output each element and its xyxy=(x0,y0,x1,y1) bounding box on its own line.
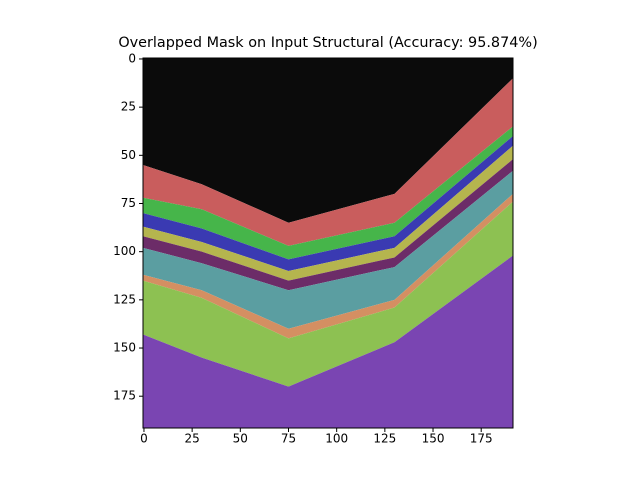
overlay-image xyxy=(143,58,513,428)
mask-layer xyxy=(143,170,513,329)
y-tick-label: 100 xyxy=(113,244,136,258)
mask-layer xyxy=(143,255,513,428)
x-tick-label: 0 xyxy=(140,432,148,446)
y-tick-label: 0 xyxy=(128,51,136,65)
x-tick-label: 150 xyxy=(422,432,445,446)
y-tick-label: 75 xyxy=(121,196,136,210)
x-tick-label: 125 xyxy=(373,432,396,446)
mask-layer xyxy=(143,201,513,387)
mask-layer xyxy=(143,136,513,271)
mask-layer xyxy=(143,193,513,339)
y-tick-label: 25 xyxy=(121,100,136,114)
x-tick-label: 50 xyxy=(233,432,248,446)
axes-frame xyxy=(142,57,514,429)
y-tick-label: 150 xyxy=(113,341,136,355)
y-tick-label: 175 xyxy=(113,389,136,403)
mask-layer xyxy=(143,145,513,281)
x-tick-label: 25 xyxy=(185,432,200,446)
mask-layer xyxy=(143,126,513,260)
x-tick-label: 100 xyxy=(325,432,348,446)
mask-layer xyxy=(143,58,513,223)
chart-title: Overlapped Mask on Input Structural (Acc… xyxy=(118,35,537,51)
y-tick-label: 50 xyxy=(121,148,136,162)
x-tick-label: 175 xyxy=(470,432,493,446)
x-tick-label: 75 xyxy=(281,432,296,446)
mask-layer xyxy=(143,159,513,291)
mask-layer xyxy=(143,78,513,246)
y-tick-label: 125 xyxy=(113,292,136,306)
